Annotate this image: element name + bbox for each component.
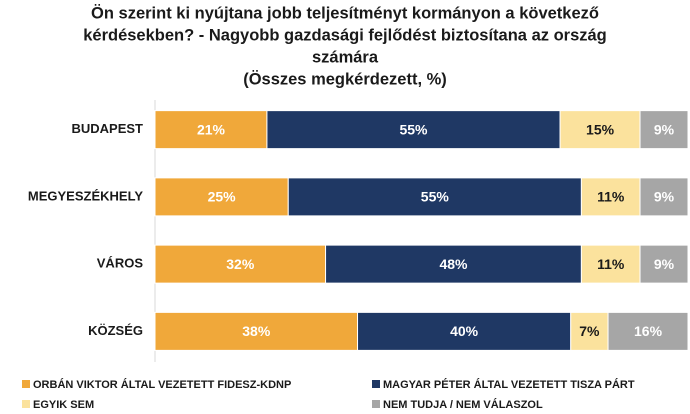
- bar-segment: [287, 177, 582, 217]
- chart-title: Ön szerint ki nyújtana jobb teljesítmény…: [91, 3, 599, 22]
- value-label: 11%: [597, 256, 625, 272]
- value-label: 15%: [586, 121, 615, 137]
- category-label: VÁROS: [97, 256, 144, 271]
- legend-swatch: [22, 400, 30, 408]
- legend-label: EGYIK SEM: [33, 399, 94, 411]
- legend-swatch: [372, 380, 380, 388]
- legend-label: ORBÁN VIKTOR ÁLTAL VEZETETT FIDESZ-KDNP: [33, 378, 291, 391]
- bar-segment: [639, 110, 689, 150]
- value-label: 21%: [197, 121, 226, 137]
- bar-segment: [580, 244, 641, 284]
- value-label: 9%: [654, 256, 675, 272]
- value-label: 40%: [450, 323, 479, 339]
- chart-subtitle: (Összes megkérdezett, %): [243, 69, 447, 88]
- value-label: 38%: [242, 323, 271, 339]
- bar-segment: [154, 244, 327, 284]
- legend-swatch: [22, 380, 30, 388]
- bar-segment: [266, 110, 561, 150]
- bar-segment: [325, 244, 582, 284]
- value-label: 7%: [579, 323, 600, 339]
- category-label: KÖZSÉG: [88, 323, 143, 338]
- chart-title: számára: [312, 48, 379, 66]
- legend-label: MAGYAR PÉTER ÁLTAL VEZETETT TISZA PÁRT: [383, 378, 635, 391]
- bar-segment: [639, 244, 689, 284]
- bar-segment: [570, 311, 609, 351]
- value-label: 16%: [634, 323, 663, 339]
- value-label: 48%: [439, 256, 468, 272]
- value-label: 25%: [208, 189, 237, 205]
- bar-segment: [559, 110, 641, 150]
- bar-segment: [639, 177, 689, 217]
- category-label: BUDAPEST: [71, 121, 143, 136]
- value-label: 11%: [597, 189, 625, 205]
- chart-title: kérdésekben? - Nagyobb gazdasági fejlődé…: [83, 26, 607, 44]
- bar-segment: [154, 311, 359, 351]
- value-label: 9%: [654, 121, 675, 137]
- bar-segment: [357, 311, 572, 351]
- value-label: 32%: [226, 256, 255, 272]
- value-label: 9%: [654, 189, 675, 205]
- category-label: MEGYESZÉKHELY: [28, 188, 143, 203]
- value-label: 55%: [421, 189, 450, 205]
- legend-label: NEM TUDJA / NEM VÁLASZOL: [383, 398, 543, 411]
- value-label: 55%: [399, 121, 428, 137]
- bar-segment: [607, 311, 689, 351]
- legend-swatch: [372, 400, 380, 408]
